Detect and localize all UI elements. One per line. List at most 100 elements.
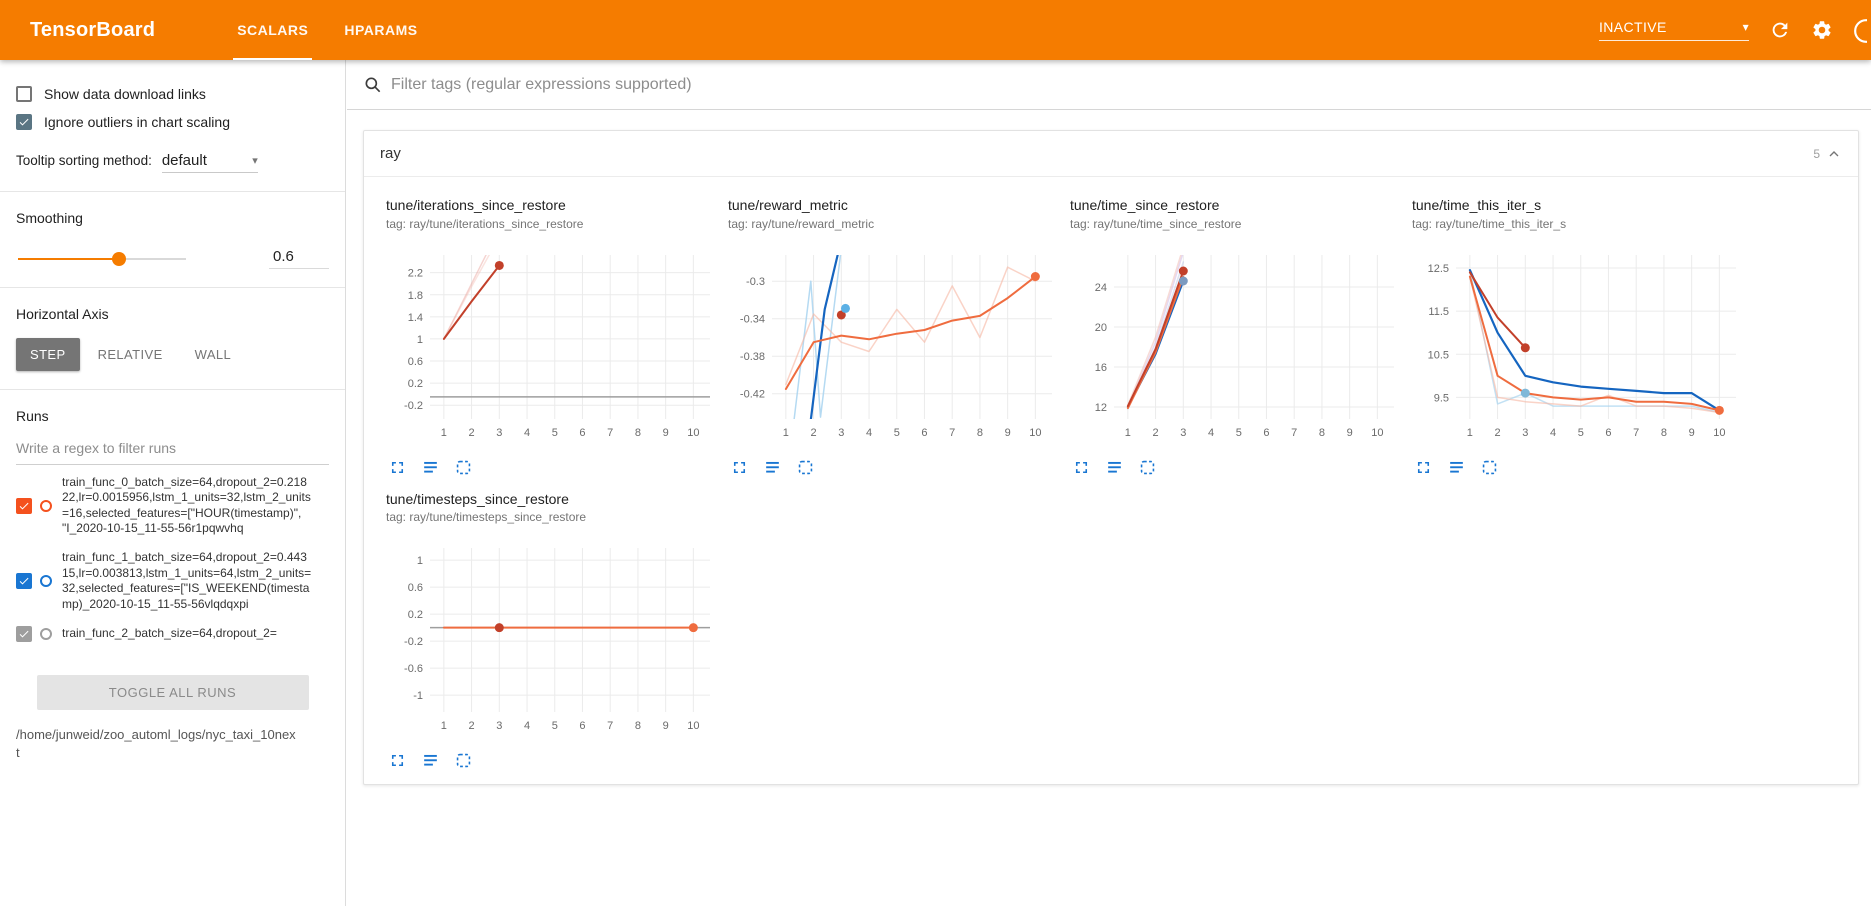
run-checkbox[interactable] <box>16 625 32 642</box>
svg-text:2.2: 2.2 <box>408 267 423 279</box>
run-color-swatch[interactable] <box>40 627 52 640</box>
chart-title: tune/time_this_iter_s <box>1412 197 1542 213</box>
toggle-all-runs-button[interactable]: TOGGLE ALL RUNS <box>36 675 309 710</box>
run-item[interactable]: train_func_2_batch_size=64,dropout_2= <box>16 625 329 642</box>
scalar-chart-card: tune/timesteps_since_restore tag: ray/tun… <box>386 491 728 771</box>
svg-text:10: 10 <box>1371 427 1383 439</box>
svg-text:7: 7 <box>949 427 955 439</box>
svg-text:1: 1 <box>1125 427 1131 439</box>
svg-text:1: 1 <box>441 720 447 732</box>
tooltip-sorting-row: Tooltip sorting method: default ▾ <box>16 152 329 173</box>
app-header: TensorBoard SCALARS HPARAMS INACTIVE ▾ <box>0 0 1871 60</box>
slider-track-empty <box>124 257 186 260</box>
data-lines-icon[interactable] <box>1105 458 1124 477</box>
svg-text:8: 8 <box>635 427 641 439</box>
chart-plot[interactable]: -0.2 0.2 0.6 1 1.4 1.8 2.2 1 2 3 4 5 6 7 8 9 10 <box>386 245 716 445</box>
scalar-chart-card: tune/iterations_since_restore tag: ray/tu… <box>386 197 728 477</box>
run-checkbox[interactable] <box>16 573 32 590</box>
pin-outline-icon[interactable] <box>1138 458 1157 477</box>
option-ignore-outliers[interactable]: Ignore outliers in chart scaling <box>16 114 329 130</box>
svg-text:10: 10 <box>687 427 699 439</box>
svg-text:9: 9 <box>663 720 669 732</box>
svg-text:3: 3 <box>496 427 502 439</box>
svg-text:2: 2 <box>469 720 475 732</box>
svg-text:3: 3 <box>1180 427 1186 439</box>
svg-text:9: 9 <box>663 427 669 439</box>
fullscreen-icon[interactable] <box>388 458 407 477</box>
data-lines-icon[interactable] <box>421 751 440 770</box>
svg-text:7: 7 <box>1633 427 1639 439</box>
svg-text:4: 4 <box>1550 427 1556 439</box>
svg-text:9: 9 <box>1005 427 1011 439</box>
chevron-up-icon[interactable] <box>1826 146 1842 162</box>
chart-plot[interactable]: -1 -0.6 -0.2 0.2 0.6 1 1 2 3 4 5 6 7 8 9 10 <box>386 538 716 738</box>
pin-outline-icon[interactable] <box>454 751 473 770</box>
axis-button-wall[interactable]: WALL <box>194 347 232 362</box>
run-status-dropdown[interactable]: INACTIVE ▾ <box>1599 19 1749 41</box>
data-lines-icon[interactable] <box>421 458 440 477</box>
run-item[interactable]: train_func_1_batch_size=64,dropout_2=0.4… <box>16 550 329 611</box>
svg-text:8: 8 <box>1319 427 1325 439</box>
checkbox[interactable] <box>16 114 32 130</box>
tab-hparams[interactable]: HPARAMS <box>344 22 418 38</box>
top-tabs: SCALARS HPARAMS <box>219 0 435 60</box>
slider-knob[interactable] <box>111 251 126 266</box>
runs-regex-input[interactable] <box>16 434 329 465</box>
svg-text:2: 2 <box>1153 427 1159 439</box>
smoothing-value[interactable]: 0.6 <box>269 248 329 269</box>
svg-text:4: 4 <box>524 720 530 732</box>
tag-group-title: ray <box>380 145 401 162</box>
svg-text:10.5: 10.5 <box>1428 349 1449 361</box>
run-name: train_func_2_batch_size=64,dropout_2= <box>62 626 277 641</box>
chart-tag-subtitle: tag: ray/tune/reward_metric <box>728 216 875 231</box>
svg-text:0.6: 0.6 <box>408 582 423 594</box>
fullscreen-icon[interactable] <box>1072 458 1091 477</box>
svg-text:9.5: 9.5 <box>1434 392 1449 404</box>
tooltip-sorting-dropdown[interactable]: default ▾ <box>161 152 258 173</box>
divider <box>0 389 345 390</box>
tab-scalars[interactable]: SCALARS <box>219 0 326 60</box>
run-item[interactable]: train_func_0_batch_size=64,dropout_2=0.2… <box>16 475 329 536</box>
option-label: Ignore outliers in chart scaling <box>44 114 230 130</box>
axis-button-relative[interactable]: RELATIVE <box>97 347 163 362</box>
option-show-download-links[interactable]: Show data download links <box>16 86 329 102</box>
chart-tag-subtitle: tag: ray/tune/time_since_restore <box>1070 216 1242 231</box>
smoothing-slider[interactable] <box>18 251 186 266</box>
svg-text:7: 7 <box>607 427 613 439</box>
run-color-swatch[interactable] <box>40 499 52 512</box>
chart-plot[interactable]: -0.42 -0.38 -0.34 -0.3 1 2 3 4 5 6 7 8 9 10 <box>728 245 1058 445</box>
chart-plot[interactable]: 9.5 10.5 11.5 12.5 1 2 3 4 5 6 7 8 9 10 <box>1412 245 1742 445</box>
svg-text:1: 1 <box>783 427 789 439</box>
tag-group-header[interactable]: ray 5 <box>364 131 1858 177</box>
run-name: train_func_1_batch_size=64,dropout_2=0.4… <box>62 550 312 611</box>
axis-button-step[interactable]: STEP <box>16 338 80 371</box>
help-icon[interactable] <box>1853 0 1867 60</box>
chart-tag-subtitle: tag: ray/tune/timesteps_since_restore <box>386 510 587 524</box>
run-color-swatch[interactable] <box>40 575 52 588</box>
tag-group-count: 5 <box>1813 146 1820 161</box>
tag-filter-input[interactable] <box>391 75 1855 94</box>
svg-text:16: 16 <box>1095 362 1107 374</box>
fullscreen-icon[interactable] <box>730 458 749 477</box>
data-lines-icon[interactable] <box>763 458 782 477</box>
fullscreen-icon[interactable] <box>1414 458 1433 477</box>
svg-text:-0.38: -0.38 <box>740 351 765 363</box>
fullscreen-icon[interactable] <box>388 751 407 770</box>
scalar-chart-card: tune/time_since_restore tag: ray/tune/tim… <box>1070 197 1412 477</box>
pin-outline-icon[interactable] <box>1480 458 1499 477</box>
run-checkbox[interactable] <box>16 497 32 514</box>
settings-gear-icon[interactable] <box>1811 19 1833 41</box>
data-lines-icon[interactable] <box>1447 458 1466 477</box>
svg-text:3: 3 <box>1522 427 1528 439</box>
pin-outline-icon[interactable] <box>454 458 473 477</box>
tag-group-meta: 5 <box>1813 146 1842 162</box>
svg-text:-0.2: -0.2 <box>404 636 423 648</box>
pin-outline-icon[interactable] <box>796 458 815 477</box>
smoothing-label: Smoothing <box>16 210 83 226</box>
svg-text:4: 4 <box>1208 427 1214 439</box>
chart-title: tune/iterations_since_restore <box>386 197 566 213</box>
svg-text:7: 7 <box>607 720 613 732</box>
refresh-icon[interactable] <box>1769 19 1791 41</box>
checkbox[interactable] <box>16 86 32 102</box>
